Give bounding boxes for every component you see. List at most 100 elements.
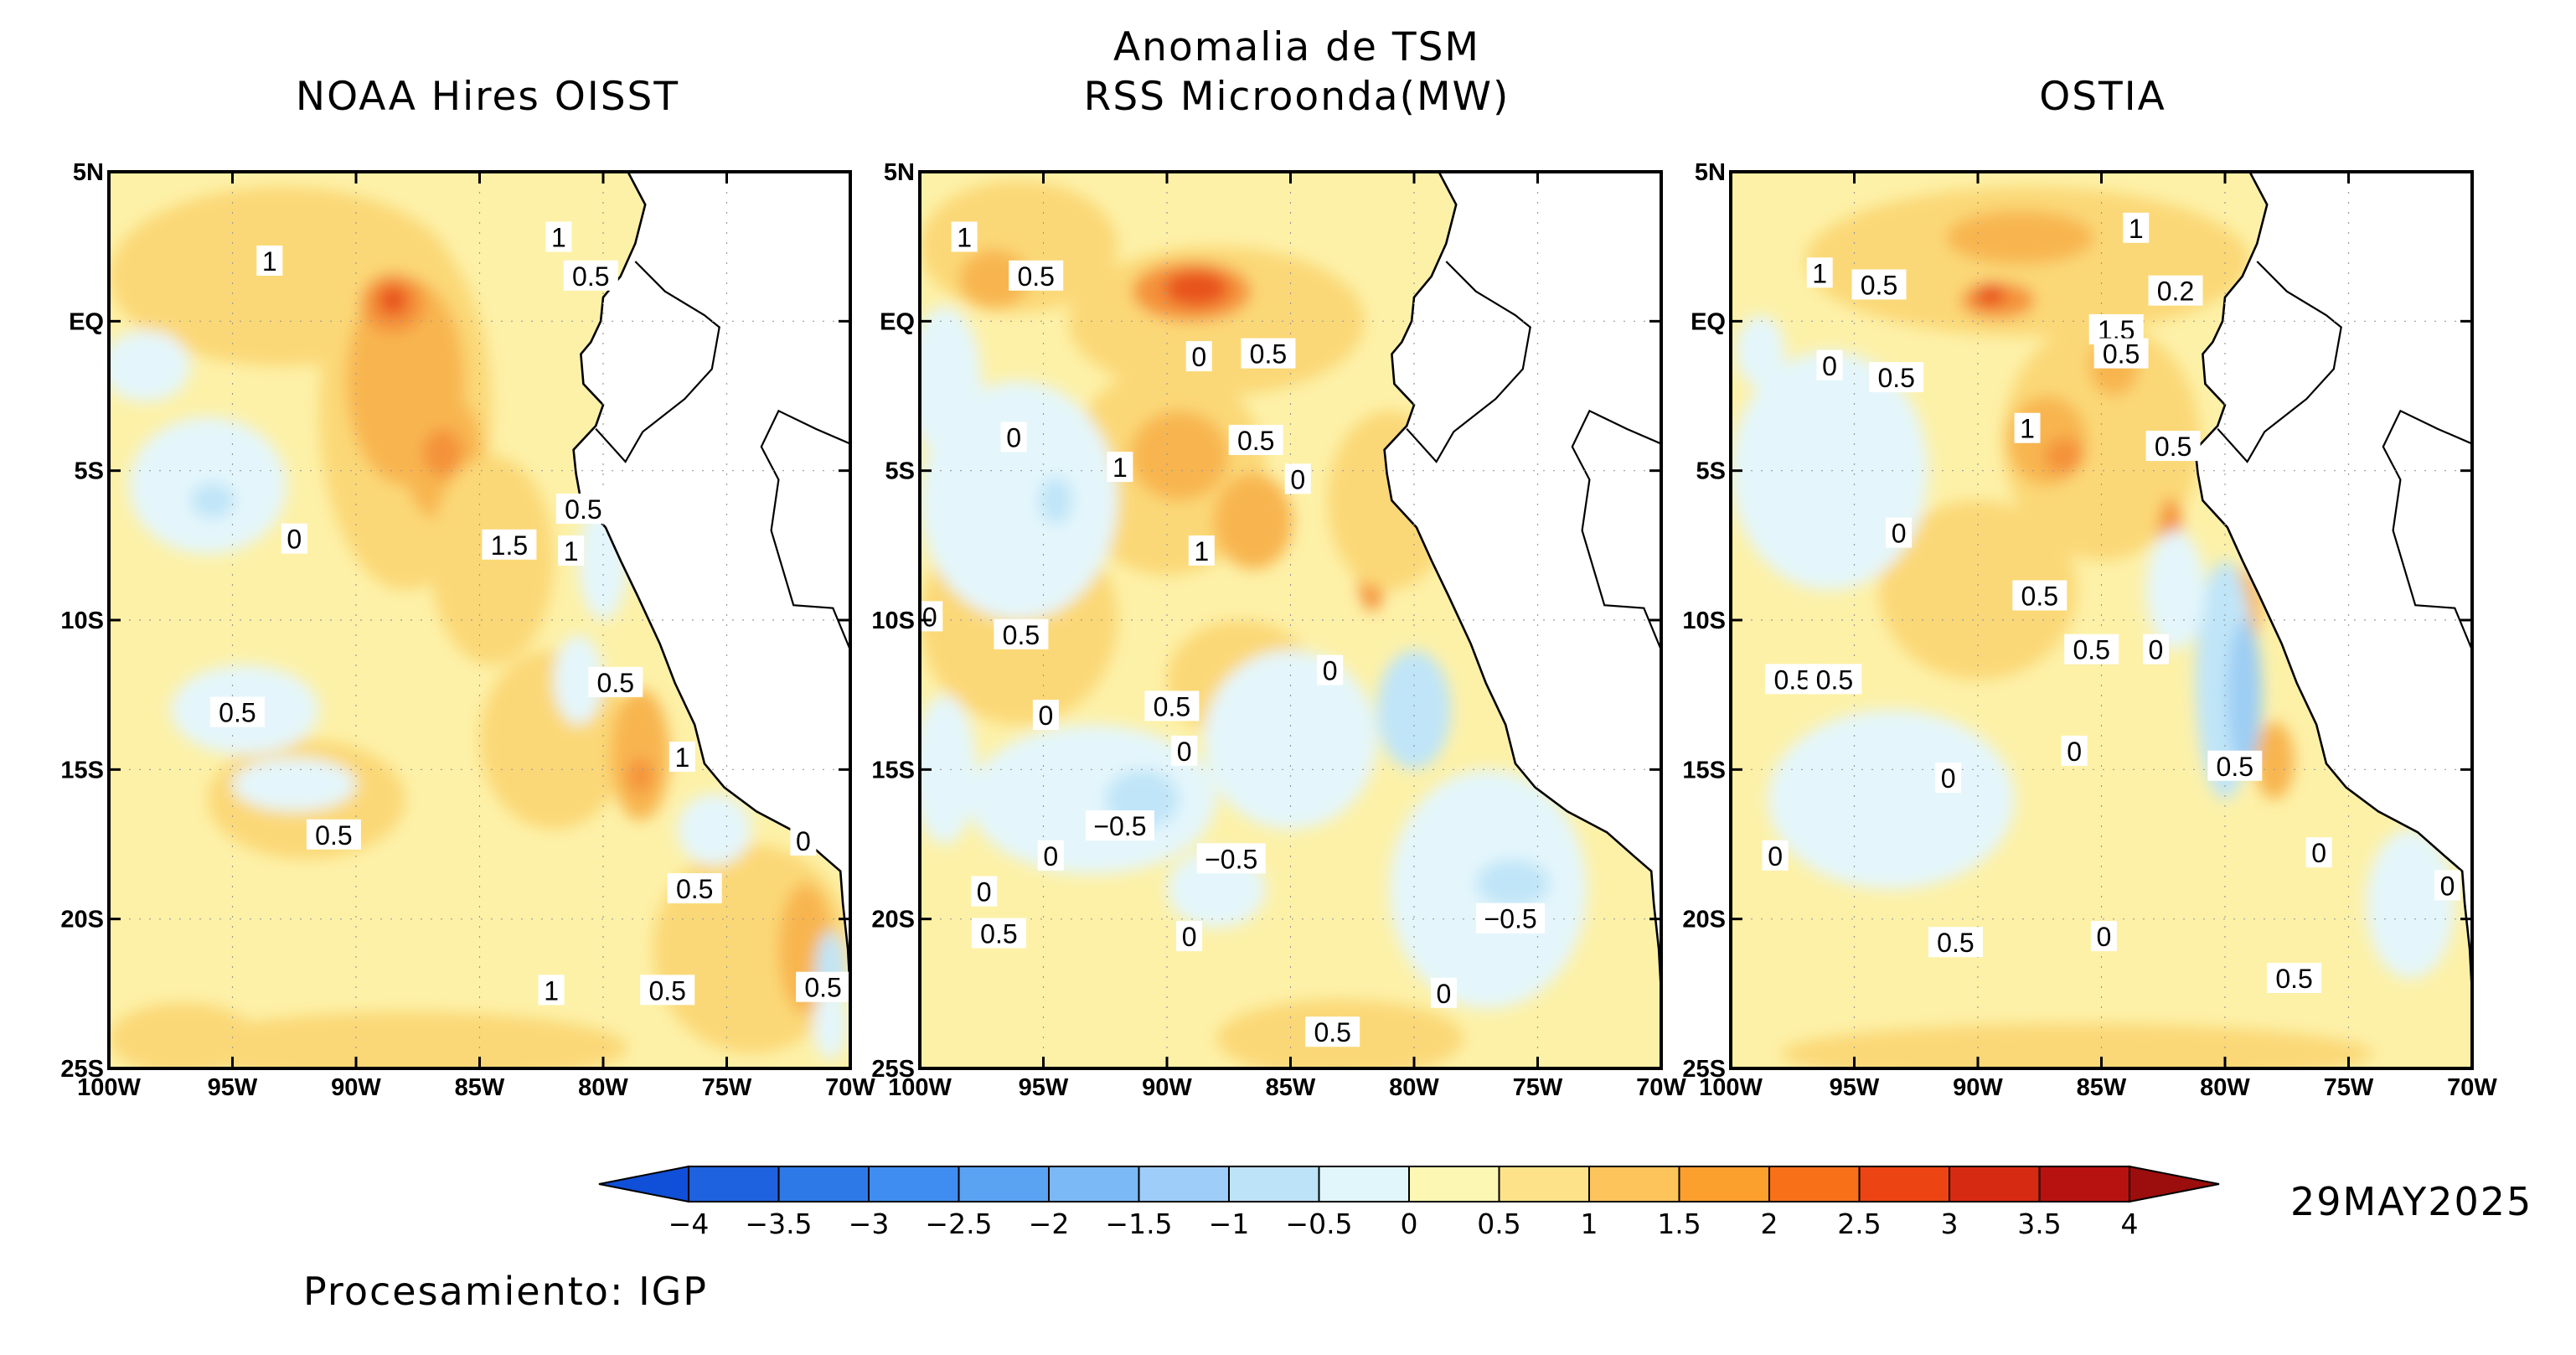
contour-label: 0.5 [2207, 750, 2263, 782]
map-panel-rss: 1 0.5 0 0.5 0 1 0.5 0 1 0 0.5 0 0.5 0 0 −0.5 −0.5 0 0 −0.5 0… [871, 159, 1686, 1101]
map-panel-oisst: 110.500.51.5 10.50.510.5 00.51 0.5 0.55NEQ5S… [60, 159, 875, 1101]
lat-tick-label: 5N [884, 159, 915, 186]
contour-label: 0.5 [306, 819, 361, 851]
contour-label-text: 0.5 [2103, 339, 2140, 370]
colorbar-label: −4 [669, 1208, 710, 1240]
contour-label: 0.5 [2267, 963, 2322, 994]
contour-label: 0 [790, 825, 817, 856]
colorbar-segment [1048, 1166, 1140, 1202]
lon-tick-label: 85W [2077, 1074, 2127, 1101]
coastline [2194, 172, 2472, 1068]
lon-tick-label: 80W [578, 1074, 628, 1101]
contour-label: 0 [1317, 654, 1344, 686]
lat-tick-label: 5S [885, 458, 915, 485]
contour-label-text: 0 [1437, 979, 1452, 1009]
lat-tick-label: 5N [73, 159, 104, 186]
lat-tick-label: 15S [1682, 757, 1726, 784]
colorbar-label: −0.5 [1285, 1208, 1352, 1240]
colorbar-segment [1858, 1166, 1950, 1202]
contour-label: 1 [545, 221, 572, 253]
contour-label: 0 [1171, 735, 1198, 767]
contour-label: 0.5 [971, 918, 1026, 949]
land-mask [2195, 172, 2472, 1068]
lat-tick-label: 25S [1682, 1056, 1726, 1083]
contour-label: 1 [1806, 257, 1833, 288]
lat-tick-label: EQ [69, 308, 104, 335]
contour-label-text: 0.5 [648, 975, 685, 1006]
contour-label-text: 0 [1182, 922, 1197, 952]
lat-tick-label: 25S [871, 1056, 915, 1083]
contour-label-text: 1 [957, 223, 972, 253]
contour-label: 0 [281, 523, 307, 555]
contour-label-text: 0 [1039, 701, 1054, 731]
lon-tick-label: 95W [1019, 1074, 1069, 1101]
contour-label: 0.5 [1807, 664, 1862, 695]
contour-label-text: −0.5 [1093, 811, 1146, 841]
contour-label-text: 0 [1177, 737, 1192, 767]
contour-label: 1 [1188, 535, 1215, 566]
colorbar-label: 4 [2121, 1208, 2139, 1240]
contour-label: 0.5 [2093, 338, 2149, 370]
colorbar-label: 3 [1941, 1208, 1959, 1240]
contour-label-text: 0 [287, 525, 302, 555]
lat-tick-label: 20S [871, 907, 915, 934]
contour-label-text: 0.5 [1877, 363, 1914, 393]
contour-label-text: 0 [2067, 737, 2082, 767]
contour-label: 0 [1000, 421, 1027, 453]
contour-label-text: 0.5 [572, 261, 609, 292]
lon-tick-label: 100W [1699, 1074, 1763, 1101]
country-border [2382, 409, 2472, 651]
contour-label-text: 0.5 [2073, 635, 2109, 665]
contour-label-text: 0 [1290, 464, 1305, 494]
lon-tick-label: 90W [331, 1074, 381, 1101]
contour-label: 0.5 [2145, 431, 2201, 462]
lon-tick-label: 70W [825, 1074, 875, 1101]
lat-tick-label: 15S [871, 757, 915, 784]
contour-label-text: 0.5 [1250, 339, 1287, 370]
contour-label: −0.5 [1085, 810, 1154, 841]
contour-label-text: 0.5 [2155, 432, 2191, 462]
colorbar-segment [1768, 1166, 1861, 1202]
contour-label-text: 0 [1323, 656, 1338, 686]
contour-label-text: 0.5 [980, 919, 1017, 949]
contour-label: 0 [971, 876, 998, 908]
contour-label-text: 0.5 [1861, 271, 1897, 301]
contour-label-text: 0.5 [804, 973, 841, 1003]
colorbar-label: 1 [1581, 1208, 1598, 1240]
map-panel-ostia: 11 0.5 0.21.50.50 0.510.500.500.50.5 0.500 0.… [1682, 159, 2497, 1101]
lat-tick-label: 10S [60, 608, 104, 634]
contour-label-text: 0 [1768, 841, 1783, 871]
contour-label-text: 0.5 [1003, 620, 1040, 650]
colorbar-label: −3.5 [745, 1208, 812, 1240]
contour-label-text: 0 [796, 826, 811, 856]
lon-tick-label: 80W [2200, 1074, 2250, 1101]
colorbar-label: 0.5 [1477, 1208, 1520, 1240]
lon-tick-label: 90W [1142, 1074, 1192, 1101]
contour-label: 1.5 [482, 529, 537, 561]
country-border [760, 409, 850, 651]
contour-label: 0.2 [2148, 275, 2203, 307]
colorbar-segment [688, 1166, 780, 1202]
contour-label: 0.5 [1228, 425, 1283, 456]
contour-label-text: 0.5 [1937, 928, 1974, 958]
lat-tick-label: 20S [60, 907, 104, 934]
lon-tick-label: 95W [1830, 1074, 1880, 1101]
contour-label: −0.5 [1196, 843, 1266, 874]
country-border [2471, 754, 2472, 756]
contour-label: 0.5 [1144, 690, 1200, 721]
country-border [2217, 261, 2342, 463]
contour-label: 1 [951, 221, 978, 253]
contour-label-text: 0 [1191, 342, 1206, 372]
contour-label-text: 0 [922, 602, 937, 632]
contour-label: 0 [1176, 921, 1203, 952]
contour-label-text: 0.5 [219, 698, 256, 728]
contour-label-text: 0 [1043, 841, 1058, 871]
lon-tick-label: 70W [1636, 1074, 1686, 1101]
lon-tick-label: 75W [2324, 1074, 2374, 1101]
contour-label: 0.5 [1241, 338, 1296, 370]
colorbar-label: 2 [1761, 1208, 1778, 1240]
contour-label: 0 [1935, 763, 1962, 794]
contour-label: 0.5 [1869, 362, 1924, 393]
lon-tick-label: 100W [888, 1074, 952, 1101]
contour-label: 1 [669, 742, 695, 773]
